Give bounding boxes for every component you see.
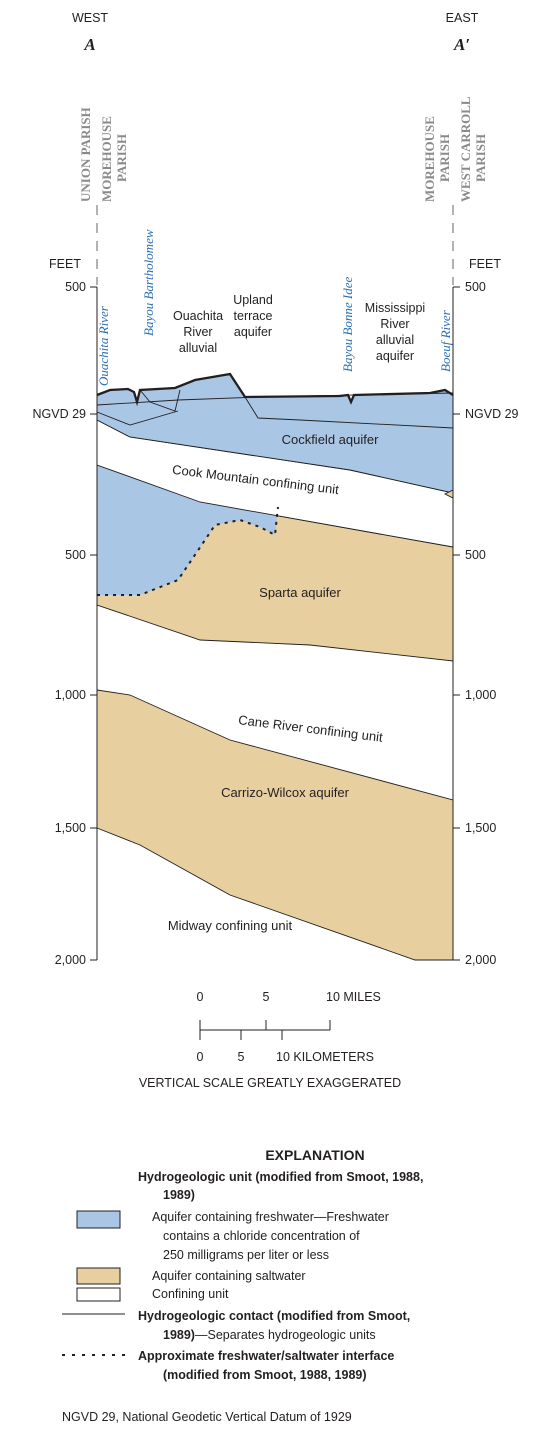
scale-label: 5 (263, 990, 270, 1004)
direction-west: WEST (72, 11, 108, 25)
scale-label: 10 KILOMETERS (276, 1050, 374, 1064)
explanation-item: Confining unit (152, 1287, 229, 1301)
explanation-item: Aquifer containing freshwater—Freshwater (152, 1210, 389, 1224)
unit-label: Mississippi (365, 301, 425, 315)
section-end: A′ (453, 35, 470, 54)
section-start: A (83, 35, 95, 54)
axis-title: FEET (469, 257, 501, 271)
unit-label: River (380, 317, 409, 331)
parish-label: PARISH (437, 134, 452, 182)
unit-label: Upland (233, 293, 273, 307)
explanation-heading: 1989) (163, 1328, 195, 1342)
explanation-item: —Separates hydrogeologic units (195, 1328, 376, 1342)
tick-label: 1,000 (465, 688, 496, 702)
unit-label: Midway confining unit (168, 918, 293, 933)
explanation-item: Aquifer containing saltwater (152, 1269, 306, 1283)
confining-swatch (77, 1288, 120, 1301)
unit-label: alluvial (376, 333, 414, 347)
unit-label: Ouachita (173, 309, 223, 323)
tick-label: NGVD 29 (465, 407, 519, 421)
unit-label: Cockfield aquifer (282, 432, 379, 447)
tick-label: 1,500 (465, 821, 496, 835)
scale-label: 5 (238, 1050, 245, 1064)
fresh-swatch (77, 1211, 120, 1228)
parish-label: MOREHOUSE (99, 116, 114, 202)
river-label: Bayou Bartholomew (141, 229, 156, 336)
explanation-item: 1989)—Separates hydrogeologic units (163, 1328, 376, 1342)
scale-note: VERTICAL SCALE GREATLY EXAGGERATED (139, 1076, 401, 1090)
salt-swatch (77, 1268, 120, 1284)
tick-label: 500 (465, 548, 486, 562)
parish-label: MOREHOUSE (422, 116, 437, 202)
unit-label: aquifer (234, 325, 272, 339)
scale-bar (200, 1020, 330, 1040)
parish-label: PARISH (114, 134, 129, 182)
scale-label: 10 MILES (326, 990, 381, 1004)
river-label: Boeuf River (438, 309, 453, 372)
river-label: Ouachita River (96, 305, 111, 386)
parish-label: PARISH (473, 134, 488, 182)
tick-label: 2,000 (465, 953, 496, 967)
cross-section-figure: WEST A EAST A′ UNION PARISH MOREHOUSE PA… (0, 0, 539, 1433)
tick-label: 1,500 (55, 821, 86, 835)
tick-label: 500 (465, 280, 486, 294)
explanation-heading: (modified from Smoot, 1988, 1989) (163, 1368, 367, 1382)
unit-label: River (183, 325, 212, 339)
unit-label: alluvial (179, 341, 217, 355)
unit-label: Carrizo-Wilcox aquifer (221, 785, 350, 800)
axis-title: FEET (49, 257, 81, 271)
explanation-item: 250 milligrams per liter or less (163, 1248, 329, 1262)
explanation-heading: Approximate freshwater/saltwater interfa… (138, 1349, 394, 1363)
tick-label: 500 (65, 548, 86, 562)
parish-label: UNION PARISH (78, 107, 93, 202)
explanation-item: contains a chloride concentration of (163, 1229, 360, 1243)
scale-label: 0 (197, 1050, 204, 1064)
footnote: NGVD 29, National Geodetic Vertical Datu… (62, 1410, 352, 1424)
explanation-heading: Hydrogeologic unit (modified from Smoot,… (138, 1170, 423, 1184)
unit-label: terrace (234, 309, 273, 323)
explanation-title: EXPLANATION (265, 1147, 364, 1163)
tick-label: NGVD 29 (33, 407, 87, 421)
explanation-heading: 1989) (163, 1188, 195, 1202)
river-label: Bayou Bonne Idee (340, 276, 355, 372)
tick-label: 2,000 (55, 953, 86, 967)
unit-label: aquifer (376, 349, 414, 363)
parish-label: WEST CARROLL (458, 96, 473, 202)
explanation-heading: Hydrogeologic contact (modified from Smo… (138, 1309, 410, 1323)
direction-east: EAST (446, 11, 479, 25)
scale-label: 0 (197, 990, 204, 1004)
unit-label: Sparta aquifer (259, 585, 341, 600)
tick-label: 500 (65, 280, 86, 294)
layers (97, 374, 453, 960)
tick-label: 1,000 (55, 688, 86, 702)
